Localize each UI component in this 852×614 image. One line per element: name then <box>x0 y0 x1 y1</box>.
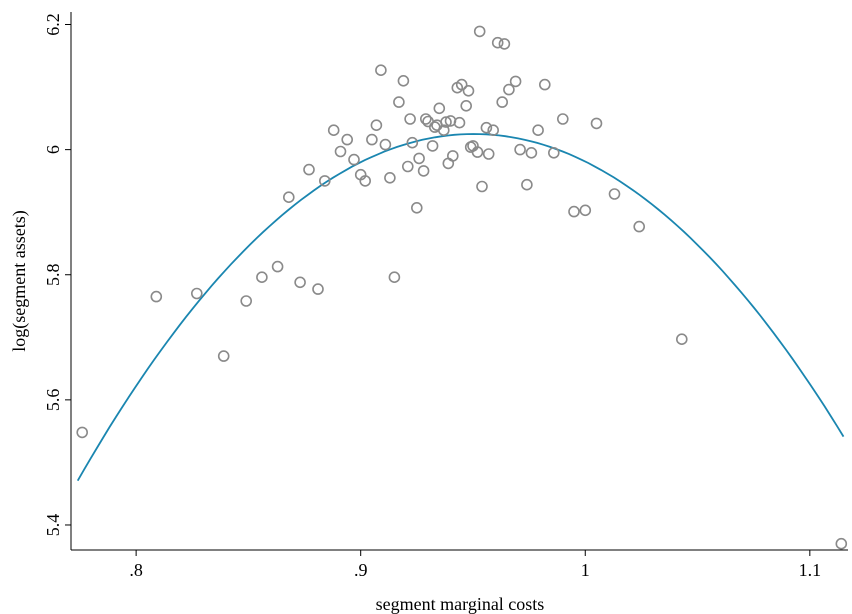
data-point-29 <box>406 136 419 149</box>
data-point-35 <box>426 140 439 152</box>
data-point-19 <box>366 133 378 146</box>
data-point-21 <box>375 64 387 76</box>
data-point-56 <box>487 124 500 136</box>
y-tick-label: 5.8 <box>43 263 63 286</box>
data-point-4 <box>217 350 230 362</box>
data-point-28 <box>404 113 416 125</box>
data-point-8 <box>282 191 295 203</box>
x-tick-label: 1.1 <box>799 560 822 580</box>
data-point-15 <box>341 133 354 146</box>
data-point-59 <box>498 38 511 50</box>
x-tick-label: 1 <box>581 560 590 580</box>
data-point-25 <box>393 96 405 108</box>
data-point-53 <box>476 180 488 193</box>
x-axis-title: segment marginal costs <box>376 594 545 614</box>
data-point-30 <box>410 202 423 214</box>
y-axis-title: log(segment assets) <box>9 210 30 351</box>
data-point-72 <box>608 188 621 200</box>
data-point-41 <box>442 157 455 170</box>
data-point-27 <box>401 160 414 173</box>
plot-area <box>76 25 848 550</box>
data-point-63 <box>521 178 533 191</box>
data-point-32 <box>417 165 430 177</box>
y-tick-label: 5.6 <box>43 389 63 412</box>
data-point-12 <box>318 175 331 187</box>
data-point-1 <box>76 426 88 439</box>
data-point-10 <box>303 163 315 176</box>
data-point-71 <box>590 117 603 130</box>
data-point-9 <box>294 276 306 289</box>
data-point-20 <box>370 119 383 131</box>
data-point-65 <box>532 124 544 136</box>
data-point-5 <box>240 295 252 307</box>
data-point-11 <box>312 283 324 295</box>
data-point-58 <box>496 96 509 108</box>
data-point-38 <box>433 102 446 115</box>
data-point-14 <box>334 145 347 158</box>
data-point-60 <box>503 83 515 96</box>
data-point-3 <box>191 287 203 300</box>
data-point-43 <box>446 150 459 162</box>
y-tick-label: 6 <box>43 145 63 154</box>
data-point-26 <box>397 75 410 87</box>
data-point-13 <box>327 124 340 136</box>
data-point-48 <box>462 85 475 97</box>
data-point-74 <box>675 333 688 346</box>
data-point-61 <box>509 75 522 88</box>
data-point-69 <box>568 205 580 218</box>
data-point-62 <box>514 143 526 156</box>
data-point-64 <box>525 147 538 159</box>
data-point-40 <box>440 116 452 128</box>
data-point-66 <box>538 78 551 91</box>
data-point-52 <box>473 25 486 38</box>
data-point-75 <box>835 537 848 550</box>
data-point-67 <box>547 147 560 159</box>
data-point-47 <box>460 100 473 112</box>
y-tick-label: 6.2 <box>43 13 63 36</box>
quadratic-fit-line <box>76 133 845 482</box>
data-point-33 <box>419 113 432 125</box>
data-point-55 <box>482 148 495 160</box>
data-point-16 <box>348 153 360 166</box>
data-point-6 <box>256 271 268 284</box>
data-point-54 <box>480 121 493 134</box>
scatter-points <box>76 25 848 550</box>
data-point-45 <box>453 116 466 129</box>
data-point-18 <box>359 175 372 187</box>
data-point-7 <box>271 260 284 273</box>
x-tick-label: .8 <box>129 560 143 580</box>
data-point-46 <box>455 78 468 91</box>
data-point-70 <box>579 204 592 217</box>
data-point-73 <box>633 220 646 233</box>
data-point-22 <box>379 138 392 151</box>
data-point-31 <box>413 152 425 165</box>
y-tick-label: 5.4 <box>43 514 63 537</box>
data-point-39 <box>437 124 450 136</box>
data-point-68 <box>556 113 569 125</box>
x-tick-label: .9 <box>354 560 368 580</box>
data-point-24 <box>388 271 401 284</box>
data-point-51 <box>471 146 484 158</box>
data-point-23 <box>384 172 396 184</box>
x-ticks: .8 .9 1 1.1 <box>129 550 821 580</box>
data-point-57 <box>491 36 504 49</box>
data-point-2 <box>150 290 163 303</box>
y-ticks: 5.4 5.6 5.8 6 6.2 <box>43 13 71 536</box>
